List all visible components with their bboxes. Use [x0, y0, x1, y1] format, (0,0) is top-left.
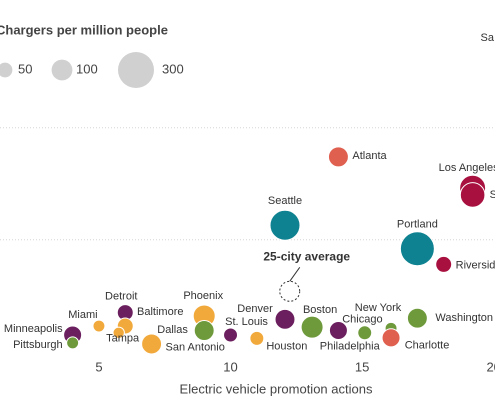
point-label: Pittsburgh: [13, 339, 63, 351]
point-label: Philadelphia: [320, 341, 381, 353]
legend-label: 300: [162, 61, 184, 76]
bubble: [92, 319, 106, 333]
bubble: [327, 146, 349, 168]
point-label: St. Louis: [225, 316, 268, 328]
bubble: [274, 308, 296, 330]
x-axis-label: Electric vehicle promotion actions: [180, 381, 373, 396]
point-label: Phoenix: [183, 290, 223, 302]
bubble: [141, 333, 163, 355]
point-label: Charlotte: [405, 340, 450, 352]
bubble: [269, 209, 301, 241]
point-label: S: [490, 189, 495, 201]
legend-label: 50: [18, 61, 32, 76]
bubble: [406, 307, 428, 329]
legend-bubble: [117, 51, 155, 89]
point-label: Tampa: [106, 333, 140, 345]
point-label: New York: [355, 302, 402, 314]
bubble: [66, 336, 80, 350]
point-label: Minneapolis: [4, 323, 63, 335]
bubble: [193, 320, 215, 342]
bubble: [249, 330, 265, 346]
point-label: Miami: [68, 309, 97, 321]
point-label: Seattle: [268, 195, 302, 207]
point-label: Denver: [237, 303, 273, 315]
bubble: [435, 255, 453, 273]
point-label: Portland: [397, 219, 438, 231]
point-label: Riverside: [456, 259, 495, 271]
bubble: [223, 327, 239, 343]
bubble: [112, 326, 125, 339]
point-label: Los Angeles: [439, 162, 495, 174]
legend-title: Chargers per million people: [0, 22, 168, 37]
point-label: Houston: [266, 340, 307, 352]
bubble: [459, 182, 486, 208]
x-tick-label: 20: [486, 359, 495, 374]
annotation: 25-city average: [263, 249, 350, 263]
point-label: Dallas: [157, 324, 188, 336]
bubble: [357, 325, 373, 341]
bubble: [381, 328, 401, 348]
point-label: Sa: [481, 32, 495, 44]
annotation-line: [289, 267, 301, 282]
bubble: [328, 321, 348, 341]
point-label: Boston: [303, 304, 337, 316]
average-bubble: [279, 280, 301, 302]
bubble: [399, 231, 435, 267]
point-label: Baltimore: [137, 306, 183, 318]
bubble: [300, 315, 324, 339]
x-tick-label: 5: [95, 359, 102, 374]
point-label: Detroit: [105, 291, 137, 303]
legend-bubble: [51, 59, 73, 81]
point-label: Chicago: [342, 313, 382, 325]
legend-bubble: [0, 62, 13, 78]
point-label: Washington: [435, 312, 493, 324]
x-tick-label: 15: [355, 359, 369, 374]
legend-label: 100: [76, 61, 98, 76]
point-label: Atlanta: [352, 150, 387, 162]
point-label: San Antonio: [166, 341, 225, 353]
x-tick-label: 10: [223, 359, 237, 374]
